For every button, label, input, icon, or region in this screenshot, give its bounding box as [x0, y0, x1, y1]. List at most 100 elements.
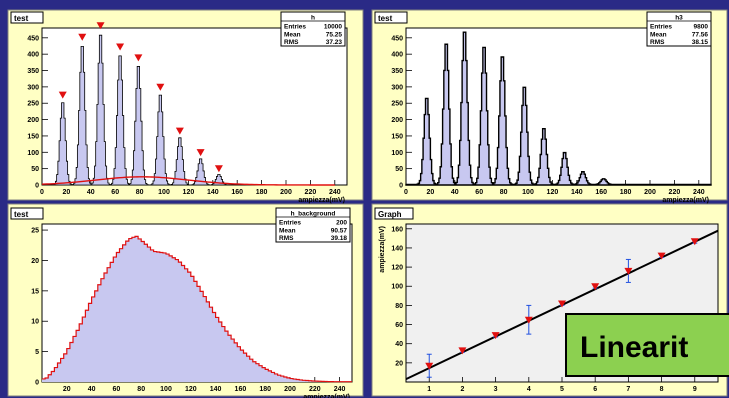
stats-name: h_background [291, 211, 336, 218]
data-point-marker [657, 252, 666, 260]
pad-title-box [374, 207, 414, 220]
stats-value: 77.56 [692, 31, 709, 38]
background-histogram-fill [42, 236, 352, 382]
x-tick-label: 60 [111, 189, 119, 196]
x-tick-label: 40 [88, 386, 96, 393]
y-tick-label: 400 [391, 52, 403, 59]
x-tick-label: 20 [63, 189, 71, 196]
x-tick-label: 2 [460, 386, 464, 393]
x-tick-label: 220 [669, 189, 681, 196]
peak-marker [96, 22, 105, 30]
x-tick-label: 240 [334, 386, 346, 393]
data-point-marker [690, 238, 699, 246]
x-axis-label: ampiezza(mV) [298, 197, 345, 204]
y-tick-label: 150 [27, 133, 39, 140]
x-tick-label: 100 [160, 386, 172, 393]
stats-label: Entries [284, 24, 306, 31]
y-tick-label: 350 [391, 68, 403, 75]
peak-marker [78, 33, 87, 41]
x-axis-label: ampiezza(mV) [662, 197, 709, 204]
x-axis-label: ampiezza(mV) [303, 394, 350, 398]
data-point-marker [558, 300, 566, 308]
stats-label: Entries [650, 24, 672, 31]
stats-value: 90.57 [331, 227, 348, 234]
x-tick-label: 6 [593, 386, 597, 393]
y-tick-label: 0 [35, 380, 39, 387]
stats-name: h [311, 15, 315, 22]
x-tick-label: 60 [113, 386, 121, 393]
stats-label: RMS [650, 39, 665, 46]
x-tick-label: 0 [404, 189, 408, 196]
y-tick-label: 20 [395, 360, 403, 367]
y-tick-label: 100 [391, 284, 403, 291]
y-tick-label: 160 [391, 226, 403, 233]
x-tick-label: 160 [231, 189, 243, 196]
y-tick-label: 120 [391, 265, 403, 272]
y-tick-label: 300 [27, 84, 39, 91]
histogram-bars [405, 31, 712, 186]
x-tick-label: 140 [210, 386, 222, 393]
y-tick-label: 250 [391, 101, 403, 108]
x-tick-label: 60 [475, 189, 483, 196]
data-point-marker [591, 283, 600, 291]
background-histogram-line [42, 235, 352, 383]
peak-marker [58, 91, 67, 99]
x-tick-label: 7 [626, 386, 630, 393]
y-tick-label: 300 [391, 84, 403, 91]
x-tick-label: 240 [329, 189, 341, 196]
pad-title-box [374, 11, 408, 24]
peak-marker [214, 165, 223, 173]
x-tick-label: 120 [183, 189, 195, 196]
y-tick-label: 140 [391, 245, 403, 252]
pad-title-box [10, 11, 44, 24]
y-tick-label: 50 [395, 166, 403, 173]
x-tick-label: 80 [137, 386, 145, 393]
x-tick-label: 180 [620, 189, 632, 196]
x-tick-label: 1 [427, 386, 431, 393]
x-tick-label: 160 [595, 189, 607, 196]
stats-value: 39.18 [331, 235, 348, 242]
y-tick-label: 25 [31, 228, 39, 235]
x-tick-label: 0 [40, 189, 44, 196]
y-tick-label: 80 [395, 303, 403, 310]
linearity-callout: Linearit [565, 313, 729, 377]
y-tick-label: 10 [31, 319, 39, 326]
y-tick-label: 150 [391, 133, 403, 140]
x-tick-label: 9 [693, 386, 697, 393]
x-tick-label: 40 [451, 189, 459, 196]
y-tick-label: 20 [31, 258, 39, 265]
y-tick-label: 40 [395, 341, 403, 348]
stats-box [280, 11, 346, 47]
pad-title: test [378, 14, 393, 23]
x-tick-label: 140 [207, 189, 219, 196]
stats-label: Entries [279, 220, 301, 227]
y-tick-label: 0 [399, 183, 403, 190]
pad-1: test h Entries 10000 Mean 75.25 RMS 37.23 0 20 40 6… [7, 9, 364, 204]
data-point-marker [524, 316, 533, 324]
peak-marker [116, 43, 125, 51]
callout-box [565, 313, 729, 377]
stats-value: 9800 [694, 24, 709, 31]
y-tick-label: 50 [31, 166, 39, 173]
stats-value: 37.23 [326, 39, 343, 46]
peak-marker [134, 54, 143, 62]
x-tick-label: 160 [235, 386, 247, 393]
data-point-marker [458, 347, 467, 355]
y-tick-label: 5 [35, 349, 39, 356]
x-tick-label: 5 [560, 386, 564, 393]
stats-label: Mean [279, 227, 296, 234]
x-tick-label: 140 [571, 189, 583, 196]
x-tick-label: 80 [136, 189, 144, 196]
x-tick-label: 220 [305, 189, 317, 196]
y-tick-label: 450 [391, 35, 403, 42]
data-point-marker [624, 267, 633, 275]
x-tick-label: 3 [494, 386, 498, 393]
peak-marker [196, 149, 205, 157]
plot-frame [41, 27, 348, 186]
x-tick-label: 80 [500, 189, 508, 196]
data-point-marker [491, 332, 500, 340]
x-tick-label: 40 [87, 189, 95, 196]
y-axis-label: ampiezza(mV) [379, 226, 386, 273]
x-tick-label: 20 [427, 189, 435, 196]
